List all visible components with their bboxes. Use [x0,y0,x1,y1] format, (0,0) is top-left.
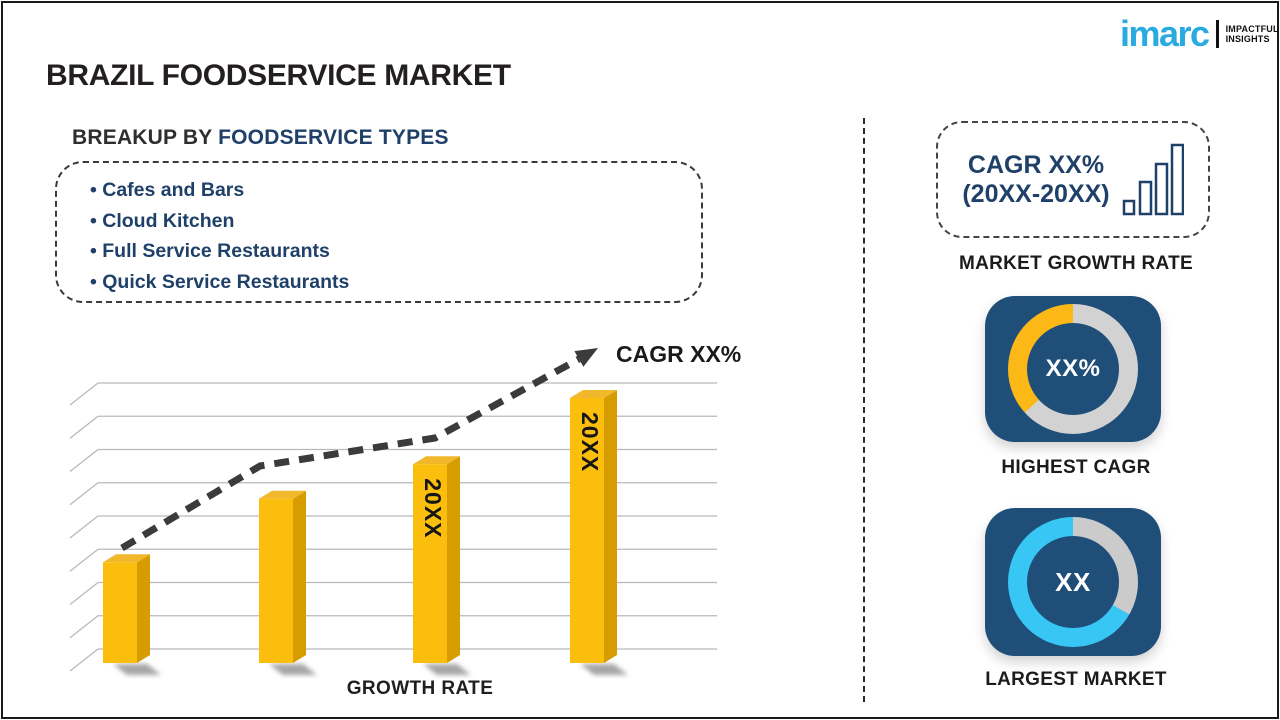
logo-divider [1215,20,1219,48]
list-item: Cloud Kitchen [90,206,681,237]
svg-text:20XX: 20XX [420,478,446,538]
largest-market-tile: XX [985,508,1161,656]
imarc-logo-wordmark: imarc [1120,13,1210,54]
market-growth-rate-caption: MARKET GROWTH RATE [958,253,1194,274]
growth-bars-icon [1122,143,1184,215]
logo-tagline: IMPACTFUL INSIGHTS [1225,23,1279,44]
list-item: Cafes and Bars [90,175,681,206]
growth-bar-chart: 20XX 20XX [69,348,717,675]
largest-market-value: XX [1055,566,1091,597]
x-axis-label: GROWTH RATE [346,678,494,699]
highest-cagr-value: XX% [1045,355,1101,382]
page-title: BRAZIL FOODSERVICE MARKET [46,59,511,92]
breakup-heading-highlight: FOODSERVICE TYPES [218,126,449,149]
foodservice-types-box: Cafes and Bars Cloud Kitchen Full Servic… [55,161,703,303]
svg-text:20XX: 20XX [577,412,603,472]
vertical-divider [863,118,865,702]
cagr-badge-box: CAGR XX% (20XX-20XX) [936,121,1210,238]
breakup-heading: BREAKUP BY FOODSERVICE TYPES [72,126,449,150]
cagr-badge-text: CAGR XX% (20XX-20XX) [962,150,1110,208]
list-item: Full Service Restaurants [90,236,681,267]
highest-cagr-caption: HIGHEST CAGR [1001,457,1151,478]
list-item: Quick Service Restaurants [90,267,681,298]
cagr-trend-label: CAGR XX% [616,341,742,367]
highest-cagr-donut: XX% [1008,304,1138,434]
breakup-heading-prefix: BREAKUP BY [72,126,219,149]
largest-market-caption: LARGEST MARKET [985,669,1167,690]
imarc-logo: imarc IMPACTFUL INSIGHTS [1120,16,1279,52]
donut-center: XX [1027,536,1119,628]
highest-cagr-tile: XX% [985,296,1161,442]
foodservice-types-list: Cafes and Bars Cloud Kitchen Full Servic… [90,175,681,297]
donut-center: XX% [1027,323,1119,415]
largest-market-donut: XX [1008,517,1138,647]
